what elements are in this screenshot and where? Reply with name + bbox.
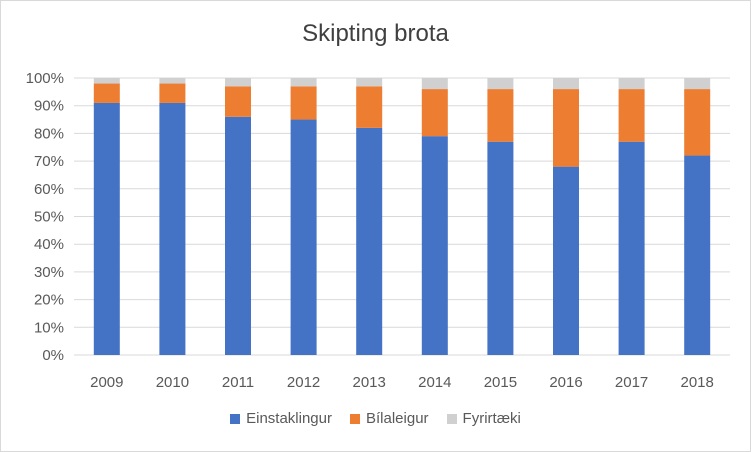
legend-label: Bílaleigur (366, 410, 429, 427)
bar-segment (553, 166, 579, 355)
y-tick-label: 50% (34, 209, 64, 226)
x-tick-label: 2013 (353, 374, 386, 391)
bar-segment (487, 89, 514, 142)
x-tick-label: 2012 (287, 374, 320, 391)
bars (93, 78, 711, 356)
bar-segment (487, 78, 514, 90)
bar-segment (487, 141, 514, 355)
bar-segment (684, 89, 711, 156)
bar-segment (618, 78, 645, 90)
x-tick-label: 2010 (156, 374, 189, 391)
x-tick-label: 2017 (615, 374, 648, 391)
x-tick-label: 2009 (90, 374, 123, 391)
legend-label: Fyrirtæki (462, 410, 521, 427)
bar-segment (356, 78, 383, 87)
bar-segment (290, 119, 317, 355)
bar-segment (553, 78, 579, 90)
bar-segment (93, 102, 120, 356)
bar-segment (421, 89, 448, 137)
x-tick-labels: 2009 2010 2011 2012 2013 2014 2015 2016 2017 2018 (90, 374, 714, 391)
y-tick-label: 30% (34, 264, 64, 281)
bar-segment (225, 78, 251, 87)
y-tick-label: 100% (26, 70, 64, 87)
bar-segment (93, 83, 120, 103)
y-tick-label: 10% (34, 319, 64, 336)
y-tick-label: 70% (34, 153, 64, 170)
x-tick-label: 2011 (222, 374, 254, 391)
bar-segment (421, 78, 448, 90)
bar-segment (290, 78, 317, 87)
legend-swatch (230, 413, 241, 424)
y-tick-label: 20% (34, 292, 64, 309)
bar-segment (618, 141, 645, 355)
bar-segment (684, 155, 711, 355)
legend: Einstaklingur Bílaleigur Fyrirtæki (0, 410, 751, 427)
bar-segment (356, 86, 383, 128)
bar-segment (159, 102, 186, 356)
x-tick-label: 2015 (484, 374, 517, 391)
bar-segment (93, 78, 120, 84)
legend-label: Einstaklingur (246, 410, 332, 427)
y-tick-label: 90% (34, 98, 64, 115)
y-tick-label: 60% (34, 181, 64, 198)
x-tick-label: 2018 (681, 374, 714, 391)
bar-segment (356, 127, 383, 355)
bar-segment (159, 83, 186, 103)
chart-title: Skipting brota (302, 20, 449, 47)
x-tick-label: 2016 (549, 374, 582, 391)
y-tick-label: 80% (34, 125, 64, 142)
bar-segment (225, 86, 251, 117)
bar-segment (618, 89, 645, 142)
bar-segment (290, 86, 317, 120)
bar-segment (421, 136, 448, 355)
x-tick-label: 2014 (418, 374, 451, 391)
bar-segment (553, 89, 579, 167)
y-tick-labels: 0% 10% 20% 30% 40% 50% 60% 70% 80% 90% 100% (26, 70, 64, 364)
legend-item-fyrirtaeki: Fyrirtæki (446, 410, 521, 427)
legend-item-einstaklingur: Einstaklingur (230, 410, 332, 427)
legend-swatch (446, 413, 457, 424)
legend-item-bilaleigur: Bílaleigur (350, 410, 429, 427)
bar-segment (159, 78, 186, 84)
bar-segment (684, 78, 711, 90)
bar-segment (225, 116, 251, 355)
legend-swatch (350, 413, 360, 424)
y-tick-label: 0% (42, 347, 64, 364)
y-tick-label: 40% (34, 236, 64, 253)
